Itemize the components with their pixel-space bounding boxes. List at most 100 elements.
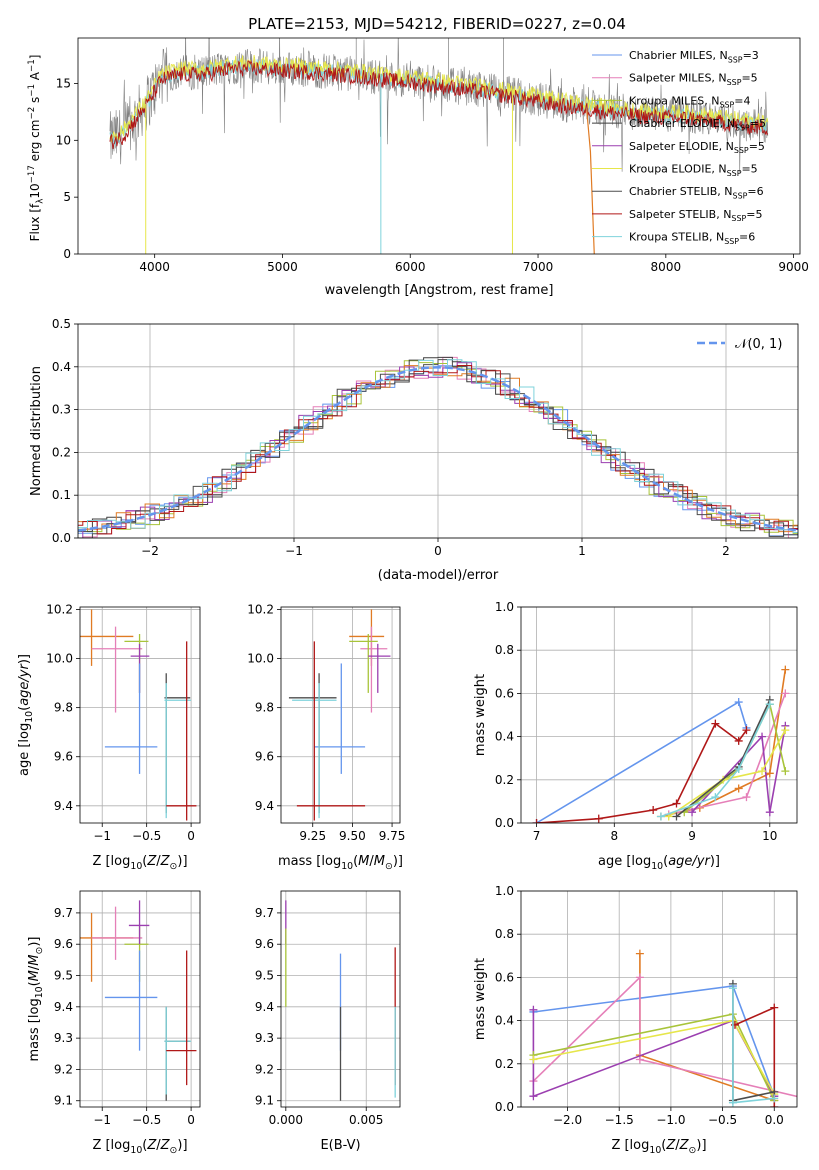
- y-axis-label: Flux [fλ10−17 erg cm−2 s−1 A−1]: [27, 55, 45, 242]
- y-tick-label: 9.2: [255, 1062, 274, 1076]
- y-tick-label: 10.2: [46, 602, 73, 616]
- x-tick-label: 6000: [395, 260, 426, 274]
- y-tick-label: 10: [56, 133, 71, 147]
- data-point: [166, 641, 197, 821]
- weight-marker: [742, 793, 751, 802]
- ticks: 7 8 9 10 0.0 0.2 0.4 0.6 0.8 1.0: [495, 600, 797, 843]
- weight-marker: [635, 1055, 644, 1064]
- y-tick-label: 0.0: [52, 531, 71, 545]
- x-axis-label: wavelength [Angstrom, rest frame]: [325, 283, 554, 298]
- y-tick-label: 9.8: [255, 701, 274, 715]
- x-tick-label: 4000: [139, 260, 170, 274]
- weight-marker: [635, 973, 644, 982]
- legend: 𝒩(0, 1): [697, 337, 782, 352]
- model-spectrum: [109, 55, 769, 143]
- y-tick-label: 10.0: [247, 652, 274, 666]
- y-tick-label: 9.6: [54, 750, 73, 764]
- x-axis-label: age [log10(age/yr)]: [598, 854, 720, 872]
- weight-marker: [532, 819, 541, 823]
- x-axis-label: Z [log10(Z/Z⊙)]: [92, 854, 187, 872]
- axes-frame: [280, 890, 401, 1108]
- legend-label: Salpeter STELIB, NSSP=5: [629, 208, 762, 223]
- data-point: [128, 900, 150, 945]
- weight-marker: [742, 726, 751, 735]
- x-tick-label: 5000: [267, 260, 298, 274]
- y-tick-label: 9.7: [255, 906, 274, 920]
- y-tick-label: 9.3: [54, 1031, 73, 1045]
- x-tick-label: −1.5: [605, 1113, 634, 1127]
- legend-label: Chabrier MILES, NSSP=3: [629, 49, 759, 64]
- y-tick-label: 9.7: [54, 906, 73, 920]
- axes-frame: [79, 606, 201, 824]
- weight-marker: [801, 1094, 809, 1102]
- normal-curve: [78, 366, 798, 532]
- x-tick-label: 1: [578, 544, 586, 558]
- legend-label: Kroupa STELIB, NSSP=6: [629, 231, 755, 246]
- y-tick-label: 9.5: [54, 969, 73, 983]
- residual-histogram: [78, 365, 798, 537]
- legend-label: Chabrier STELIB, NSSP=6: [629, 185, 764, 200]
- data-point: [368, 643, 391, 693]
- y-tick-label: 0.1: [52, 488, 71, 502]
- ticks: 9.25 9.50 9.75 9.4 9.6 9.8 10.0 10.2: [247, 602, 405, 843]
- y-tick-label: 9.4: [54, 799, 73, 813]
- data-point: [91, 906, 143, 960]
- panel-residuals: −2 −1 0 1 2 0.0 0.1 0.2 0.3 0.4 0.5 𝒩(0, 1) Normed d…: [29, 317, 799, 583]
- weight-series: [688, 721, 790, 817]
- weight-marker: [734, 736, 743, 745]
- x-tick-label: 9.25: [299, 829, 326, 843]
- panel-age_vs_mass: 9.25 9.50 9.75 9.4 9.6 9.8 10.0 10.2 mass [log10…: [247, 602, 405, 871]
- y-tick-label: 9.5: [255, 969, 274, 983]
- y-tick-label: 0.4: [495, 730, 514, 744]
- x-tick-label: −2: [141, 544, 159, 558]
- x-tick-label: −0.5: [132, 1113, 161, 1127]
- weight-line: [660, 703, 771, 818]
- y-tick-label: 9.3: [255, 1031, 274, 1045]
- y-tick-label: 10.0: [46, 652, 73, 666]
- y-tick-label: 0.8: [495, 927, 514, 941]
- y-tick-label: 5: [63, 190, 71, 204]
- x-tick-label: −1: [285, 544, 303, 558]
- y-tick-label: 9.8: [54, 701, 73, 715]
- x-tick-label: −2.0: [553, 1113, 582, 1127]
- model-dropout: [585, 108, 595, 254]
- weight-marker: [765, 808, 774, 817]
- residual-histogram: [78, 365, 798, 535]
- weight-marker: [781, 665, 790, 674]
- weight-marker: [711, 719, 720, 728]
- weight-marker: [765, 700, 774, 709]
- axes-frame: [79, 890, 201, 1108]
- y-tick-label: 0.6: [495, 686, 514, 700]
- y-axis-label: age [log10(age/yr)]: [17, 654, 35, 776]
- weight-marker: [529, 1055, 538, 1064]
- y-tick-label: 0.4: [495, 1014, 514, 1028]
- axes-frame: [280, 606, 401, 824]
- y-tick-label: 9.4: [255, 799, 274, 813]
- x-tick-label: 7000: [523, 260, 554, 274]
- figure-title: PLATE=2153, MJD=54212, FIBERID=0227, z=0…: [248, 15, 626, 33]
- y-axis-label: Normed distribution: [29, 366, 44, 496]
- legend-label: 𝒩(0, 1): [735, 337, 782, 352]
- weight-marker: [672, 799, 681, 808]
- y-tick-label: 0.2: [495, 1057, 514, 1071]
- weight-series: [728, 984, 779, 1107]
- x-axis-label: Z [log10(Z/Z⊙)]: [611, 1138, 706, 1156]
- x-tick-label: −0.5: [132, 829, 161, 843]
- data-point: [296, 641, 366, 821]
- legend-label: Salpeter ELODIE, NSSP=5: [629, 140, 765, 155]
- y-tick-label: 15: [56, 76, 71, 90]
- plot-content: [288, 609, 391, 821]
- weight-marker: [688, 808, 697, 817]
- x-tick-label: −1: [93, 829, 111, 843]
- x-tick-label: 0: [434, 544, 442, 558]
- plot-content: [109, 38, 769, 254]
- x-tick-label: 0.005: [349, 1113, 383, 1127]
- x-axis-label: mass [log10(M/M⊙)]: [278, 854, 403, 872]
- axes-frame: [77, 323, 799, 539]
- weight-marker: [781, 767, 790, 776]
- weight-marker: [770, 1103, 779, 1107]
- weight-marker: [656, 812, 665, 821]
- y-tick-label: 9.1: [54, 1094, 73, 1108]
- data-point: [80, 609, 134, 666]
